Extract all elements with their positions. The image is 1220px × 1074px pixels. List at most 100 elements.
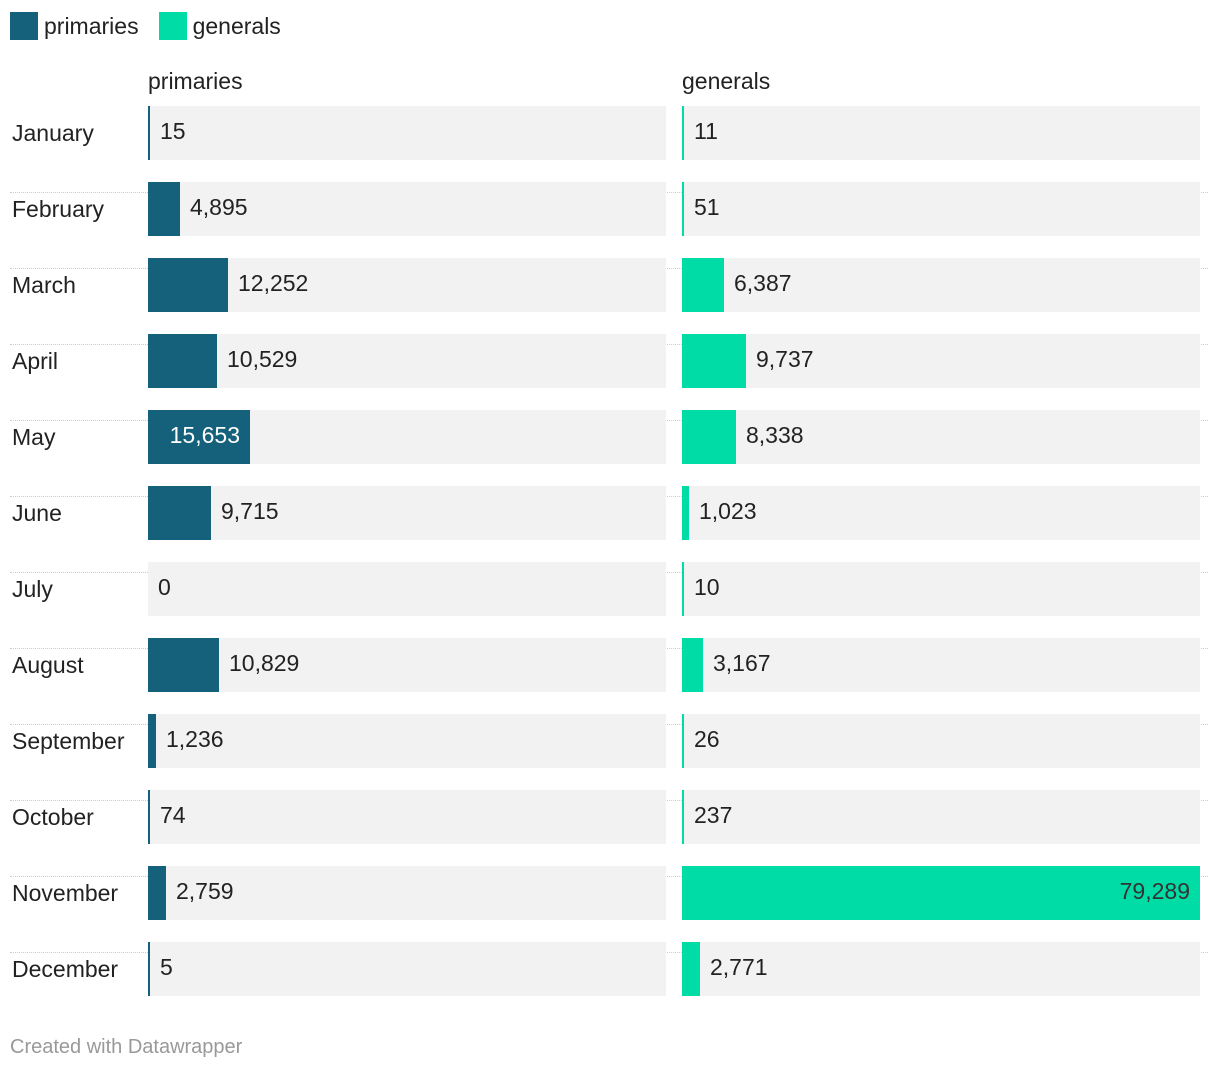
bar-primaries <box>148 486 211 540</box>
data-label-generals: 51 <box>694 194 720 220</box>
legend-label-generals: generals <box>192 12 281 39</box>
data-label-generals: 237 <box>694 802 733 828</box>
legend-label-primaries: primaries <box>44 12 139 39</box>
bar-generals <box>682 942 700 996</box>
category-label: July <box>12 576 53 602</box>
bar-primaries <box>148 638 219 692</box>
bar-generals <box>682 790 684 844</box>
legend: primaries generals <box>10 12 301 40</box>
bar-generals <box>682 410 736 464</box>
data-label-primaries: 15,653 <box>169 422 240 448</box>
data-label-primaries: 12,252 <box>238 270 309 296</box>
table-row: October 74 237 <box>10 790 1208 877</box>
data-label-generals: 2,771 <box>710 954 768 980</box>
bar-primaries <box>148 334 217 388</box>
data-label-generals: 3,167 <box>713 650 771 676</box>
bar-primaries <box>148 714 156 768</box>
data-label-primaries: 15 <box>160 118 186 144</box>
column-header-generals: generals <box>682 68 771 94</box>
legend-item-generals: generals <box>158 12 281 40</box>
table-row: June 9,715 1,023 <box>10 486 1208 573</box>
bar-track-primaries: 15 <box>148 106 666 160</box>
bar-generals <box>682 258 724 312</box>
bar-primaries <box>148 182 180 236</box>
bar-track-primaries: 9,715 <box>148 486 666 540</box>
data-label-generals: 26 <box>694 726 720 752</box>
bar-generals <box>682 106 684 160</box>
category-label: April <box>12 348 59 374</box>
table-row: March 12,252 6,387 <box>10 258 1208 345</box>
table-row: February 4,895 51 <box>10 182 1208 269</box>
data-label-primaries: 10,829 <box>229 650 300 676</box>
bar-track-generals: 10 <box>682 562 1200 616</box>
bar-track-primaries: 2,759 <box>148 866 666 920</box>
category-label: August <box>12 652 84 678</box>
bar-primaries <box>148 258 228 312</box>
bar-track-generals: 51 <box>682 182 1200 236</box>
bar-track-generals: 8,338 <box>682 410 1200 464</box>
bar-primaries <box>148 106 150 160</box>
category-label: October <box>12 804 94 830</box>
column-header-primaries: primaries <box>148 68 243 94</box>
bar-track-primaries: 12,252 <box>148 258 666 312</box>
bar-track-generals: 79,289 <box>682 866 1200 920</box>
bar-track-primaries: 74 <box>148 790 666 844</box>
category-label: November <box>12 880 119 906</box>
bar-generals <box>682 486 689 540</box>
bar-generals <box>682 562 684 616</box>
data-label-primaries: 2,759 <box>176 878 234 904</box>
bar-generals <box>682 714 684 768</box>
category-label: May <box>12 424 56 450</box>
bar-track-primaries: 10,829 <box>148 638 666 692</box>
bar-track-generals: 2,771 <box>682 942 1200 996</box>
table-row: August 10,829 3,167 <box>10 638 1208 725</box>
bar-track-generals: 11 <box>682 106 1200 160</box>
bar-generals <box>682 182 684 236</box>
table-row: November 2,759 79,289 <box>10 866 1208 953</box>
data-label-generals: 79,289 <box>1119 878 1190 904</box>
category-label: February <box>12 196 105 222</box>
data-label-primaries: 9,715 <box>221 498 279 524</box>
bar-track-generals: 3,167 <box>682 638 1200 692</box>
bar-track-primaries: 15,653 <box>148 410 666 464</box>
data-label-generals: 6,387 <box>734 270 792 296</box>
data-label-generals: 9,737 <box>756 346 814 372</box>
data-label-generals: 10 <box>694 574 720 600</box>
category-label: March <box>12 272 76 298</box>
table-row: May 15,653 8,338 <box>10 410 1208 497</box>
bar-primaries <box>148 866 166 920</box>
table-row: September 1,236 26 <box>10 714 1208 801</box>
bar-track-generals: 6,387 <box>682 258 1200 312</box>
bar-generals <box>682 866 1200 920</box>
bar-track-generals: 1,023 <box>682 486 1200 540</box>
category-label: December <box>12 956 119 982</box>
bar-track-primaries: 5 <box>148 942 666 996</box>
legend-swatch-primaries <box>10 12 38 40</box>
data-label-generals: 11 <box>694 118 718 144</box>
table-row: April 10,529 9,737 <box>10 334 1208 421</box>
bar-track-generals: 9,737 <box>682 334 1200 388</box>
data-label-primaries: 4,895 <box>190 194 248 220</box>
category-label: September <box>12 728 125 754</box>
data-label-primaries: 10,529 <box>227 346 298 372</box>
data-label-primaries: 0 <box>158 574 171 600</box>
bar-generals <box>682 638 703 692</box>
bar-track-primaries: 1,236 <box>148 714 666 768</box>
category-label: June <box>12 500 62 526</box>
bar-track-primaries: 10,529 <box>148 334 666 388</box>
data-label-primaries: 5 <box>160 954 173 980</box>
bar-track-generals: 26 <box>682 714 1200 768</box>
data-label-primaries: 74 <box>160 802 186 828</box>
bar-track-generals: 237 <box>682 790 1200 844</box>
table-row: July 0 10 <box>10 562 1208 649</box>
data-label-primaries: 1,236 <box>166 726 224 752</box>
bar-track-primaries: 4,895 <box>148 182 666 236</box>
bar-primaries <box>148 942 150 996</box>
legend-item-primaries: primaries <box>10 12 139 40</box>
data-label-generals: 1,023 <box>699 498 757 524</box>
bar-track-primaries: 0 <box>148 562 666 616</box>
footer-credit: Created with Datawrapper <box>10 1036 243 1058</box>
table-row: January 15 11 <box>10 106 1208 193</box>
bar-primaries <box>148 790 150 844</box>
table-row: December 5 2,771 <box>10 942 1208 1018</box>
